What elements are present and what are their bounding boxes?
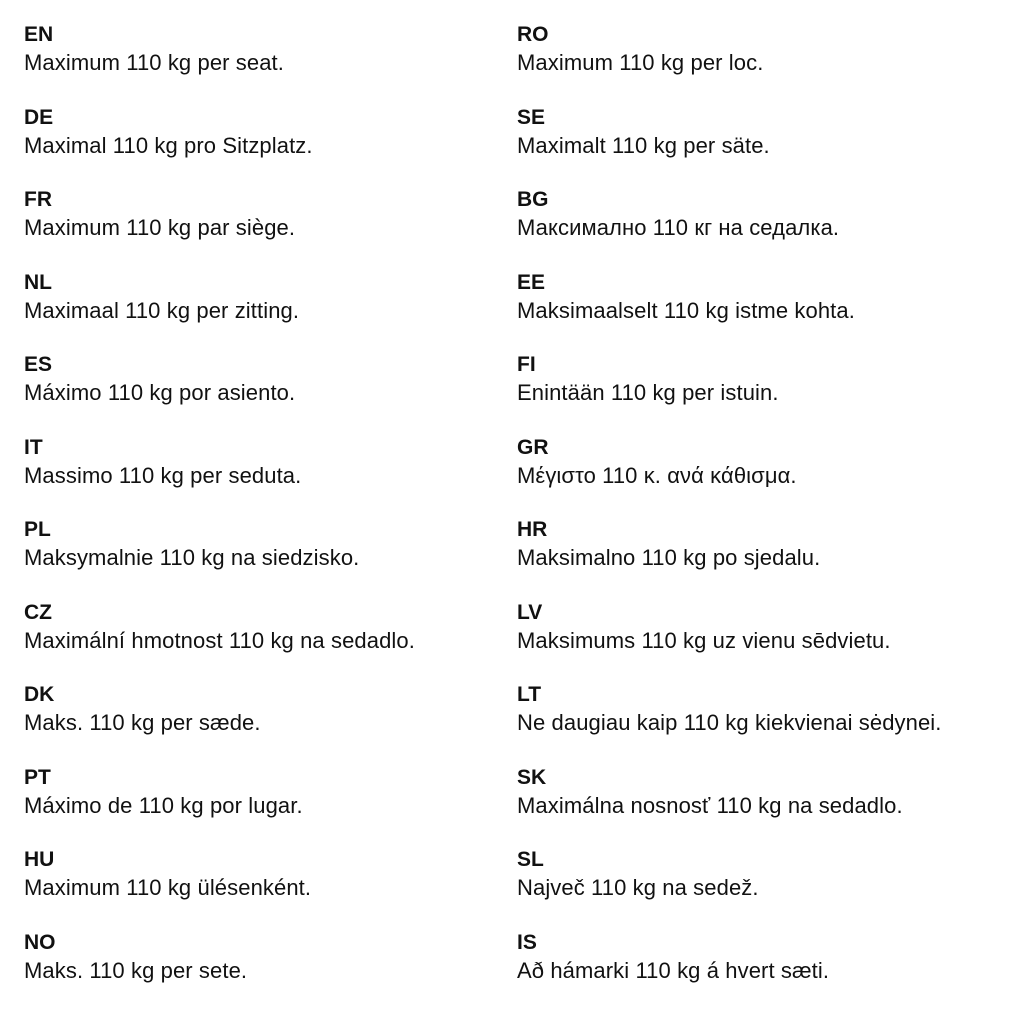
language-code: SL	[517, 848, 544, 871]
language-code: GR	[517, 435, 549, 459]
language-code: FR	[24, 188, 52, 211]
language-code: PL	[24, 518, 51, 541]
language-code: HU	[24, 848, 55, 871]
weight-limit-text: Maximálna nosnosť 110 kg na sedadlo.	[517, 792, 903, 818]
language-code: HR	[517, 518, 548, 541]
weight-limit-text: Enintään 110 kg per istuin.	[517, 380, 779, 405]
language-code: DE	[24, 105, 54, 129]
weight-limit-text: Að hámarki 110 kg á hvert sæti.	[517, 957, 830, 983]
weight-limit-text: Maksimums 110 kg uz vienu sēdvietu.	[517, 627, 891, 653]
language-entry-no: NO Maks. 110 kg per sete.	[24, 929, 415, 1012]
language-entry-se: SE Maximalt 110 kg per säte.	[517, 104, 942, 187]
weight-limit-text: Največ 110 kg na sedež.	[517, 875, 759, 900]
left-column: EN Maximum 110 kg per seat. DE Maximal 110 …	[24, 21, 415, 1011]
language-entry-fr: FR Maximum 110 kg par siège.	[24, 186, 415, 269]
language-code: ES	[24, 353, 53, 376]
weight-limit-text: Máximo 110 kg por asiento.	[24, 380, 296, 405]
language-code: IS	[517, 930, 537, 954]
language-code: LV	[517, 600, 543, 624]
weight-limit-text: Maximum 110 kg par siège.	[24, 215, 296, 240]
language-entry-lv: LV Maksimums 110 kg uz vienu sēdvietu.	[517, 599, 942, 682]
weight-limit-text: Maximum 110 kg per seat.	[24, 50, 284, 75]
language-entry-it: IT Massimo 110 kg per seduta.	[24, 434, 415, 517]
language-code: NO	[24, 930, 56, 954]
language-entry-hr: HR Maksimalno 110 kg po sjedalu.	[517, 516, 942, 599]
language-entry-nl: NL Maximaal 110 kg per zitting.	[24, 269, 415, 352]
language-entry-ro: RO Maximum 110 kg per loc.	[517, 21, 942, 104]
language-code: PT	[24, 765, 51, 789]
language-code: DK	[24, 683, 55, 706]
language-entry-gr: GR Μέγιστο 110 κ. ανά κάθισμα.	[517, 434, 942, 517]
language-entry-fi: FI Enintään 110 kg per istuin.	[517, 351, 942, 434]
language-code: IT	[24, 435, 43, 459]
weight-limit-text: Massimo 110 kg per seduta.	[24, 462, 302, 488]
weight-limit-text: Ne daugiau kaip 110 kg kiekvienai sėdyne…	[517, 710, 942, 735]
language-code: SK	[517, 765, 547, 789]
weight-limit-text: Maks. 110 kg per sæde.	[24, 710, 261, 735]
language-entry-en: EN Maximum 110 kg per seat.	[24, 21, 415, 104]
language-entry-ee: EE Maksimaalselt 110 kg istme kohta.	[517, 269, 942, 352]
language-code: BG	[517, 188, 549, 211]
language-entry-sl: SL Največ 110 kg na sedež.	[517, 846, 942, 929]
language-entry-cz: CZ Maximální hmotnost 110 kg na sedadlo.	[24, 599, 415, 682]
language-entry-lt: LT Ne daugiau kaip 110 kg kiekvienai sėdy…	[517, 681, 942, 764]
right-column: RO Maximum 110 kg per loc. SE Maximalt 110 …	[517, 21, 942, 1011]
language-entry-pl: PL Maksymalnie 110 kg na siedzisko.	[24, 516, 415, 599]
weight-limit-text: Maximalt 110 kg per säte.	[517, 132, 770, 158]
weight-limit-text: Maksimaalselt 110 kg istme kohta.	[517, 297, 855, 323]
language-code: RO	[517, 23, 549, 46]
language-code: NL	[24, 270, 52, 294]
weight-limit-text: Maksimalno 110 kg po sjedalu.	[517, 545, 821, 570]
language-code: FI	[517, 353, 536, 376]
weight-limit-text: Maximal 110 kg pro Sitzplatz.	[24, 132, 313, 158]
language-entry-dk: DK Maks. 110 kg per sæde.	[24, 681, 415, 764]
weight-limit-text: Максимално 110 кг на седалка.	[517, 215, 840, 240]
language-entry-is: IS Að hámarki 110 kg á hvert sæti.	[517, 929, 942, 1012]
language-code: CZ	[24, 600, 52, 624]
language-entry-pt: PT Máximo de 110 kg por lugar.	[24, 764, 415, 847]
weight-limit-text: Maximum 110 kg ülésenként.	[24, 875, 312, 900]
weight-limit-text: Maks. 110 kg per sete.	[24, 957, 248, 983]
weight-limit-text: Maksymalnie 110 kg na siedzisko.	[24, 545, 360, 570]
weight-limit-text: Μέγιστο 110 κ. ανά κάθισμα.	[517, 462, 797, 488]
language-code: SE	[517, 105, 546, 129]
language-entry-sk: SK Maximálna nosnosť 110 kg na sedadlo.	[517, 764, 942, 847]
language-entry-es: ES Máximo 110 kg por asiento.	[24, 351, 415, 434]
language-code: EE	[517, 270, 546, 294]
weight-limit-text: Maximální hmotnost 110 kg na sedadlo.	[24, 627, 415, 653]
weight-limit-text: Maximaal 110 kg per zitting.	[24, 297, 300, 323]
language-code: EN	[24, 23, 54, 46]
language-entry-hu: HU Maximum 110 kg ülésenként.	[24, 846, 415, 929]
weight-limit-text: Maximum 110 kg per loc.	[517, 50, 764, 75]
language-entry-bg: BG Максимално 110 кг на седалка.	[517, 186, 942, 269]
language-entry-de: DE Maximal 110 kg pro Sitzplatz.	[24, 104, 415, 187]
weight-limit-text: Máximo de 110 kg por lugar.	[24, 792, 303, 818]
language-code: LT	[517, 683, 542, 706]
